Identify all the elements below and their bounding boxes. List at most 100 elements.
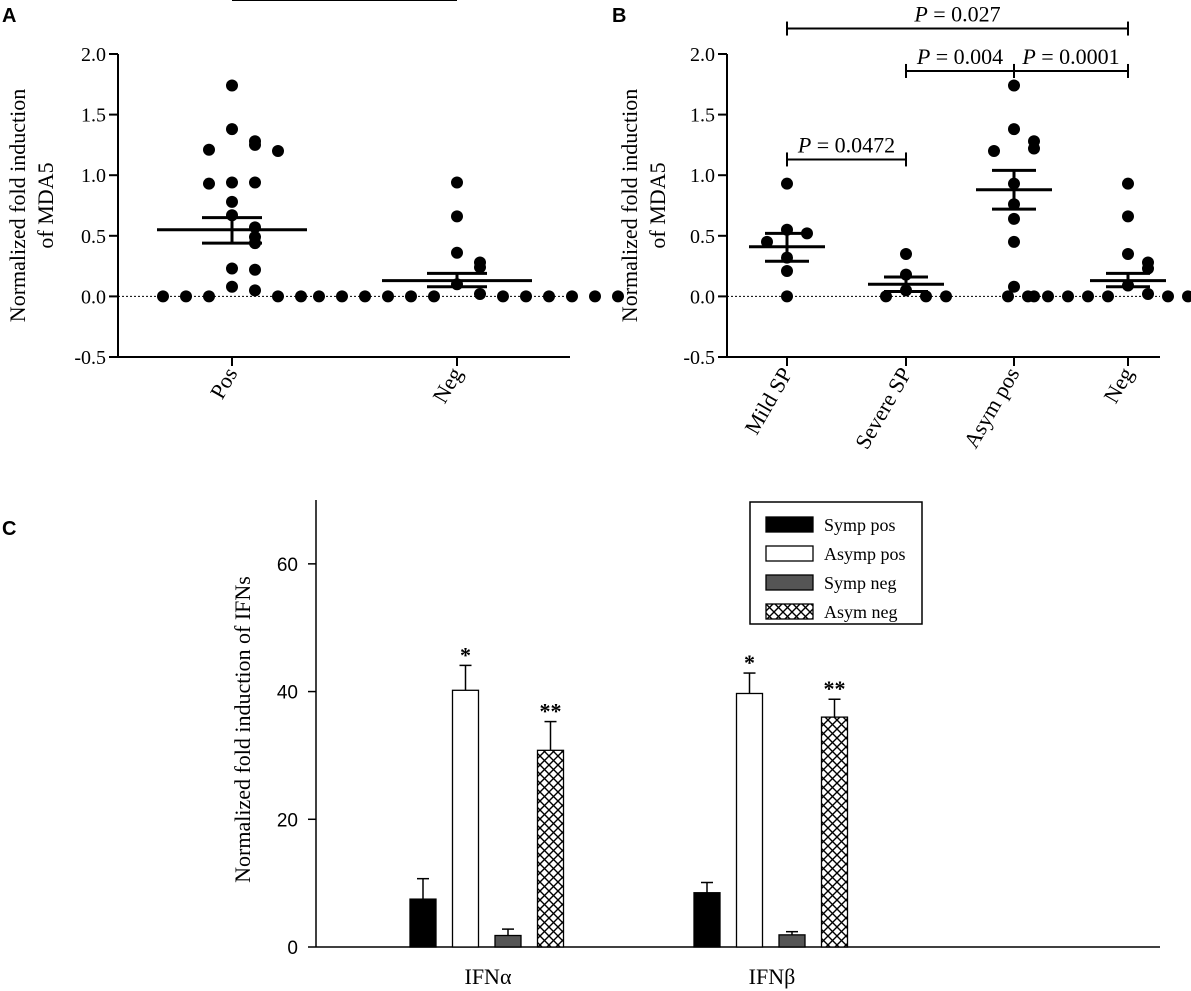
panel-label-a: A — [2, 5, 16, 27]
x-category-label-ifn: IFNβ — [749, 964, 796, 989]
data-point-severe-sp — [880, 290, 892, 303]
y-tick-label: 20 — [277, 810, 298, 831]
data-point-neg — [382, 290, 394, 303]
data-point-neg — [543, 290, 555, 303]
x-tick-label-neg: Neg — [427, 363, 467, 407]
data-point-pos — [226, 195, 238, 208]
p-value-label: P = 0.027 — [913, 2, 1000, 27]
p-value-label: P = 0.004 — [916, 44, 1003, 69]
panel-label-b: B — [612, 5, 626, 27]
legend-swatch-asym-neg — [765, 603, 814, 620]
y-tick-label: -0.5 — [683, 347, 715, 369]
y-tick-label: 1.0 — [690, 165, 715, 187]
chart-b: -0.5 0.0 0.5 1.0 1.5 2.0 Normalized fold induc… — [617, 2, 1191, 453]
data-point-neg — [1002, 290, 1014, 303]
chart-c: 0 20 40 60 Normalized fold induction of IFNs… — [230, 500, 1160, 989]
bar-asym-neg — [820, 716, 849, 948]
data-point-neg — [336, 290, 348, 303]
data-point-pos — [203, 177, 215, 190]
data-point-mild-sp — [781, 177, 793, 190]
y-tick-label: 0.0 — [81, 286, 106, 308]
significance-mark-asymp-pos: * — [460, 642, 471, 667]
x-tick-label-severe-sp: Severe SP — [850, 363, 917, 453]
y-tick-label: 1.5 — [81, 105, 106, 127]
data-point-pos — [249, 138, 261, 151]
data-point-asym-pos — [1008, 79, 1020, 92]
data-point-pos — [180, 290, 192, 303]
y-tick-label: 0 — [287, 938, 298, 959]
data-point-pos — [272, 290, 284, 303]
y-tick-label: 0.5 — [690, 226, 715, 248]
bar-asymp-pos — [735, 692, 764, 948]
data-point-neg — [1142, 287, 1154, 300]
data-point-mild-sp — [781, 264, 793, 277]
data-point-neg — [589, 290, 601, 303]
y-tick-label: 40 — [277, 683, 298, 704]
data-point-mild-sp — [781, 290, 793, 303]
data-point-pos — [249, 263, 261, 276]
y-tick-label: 1.0 — [81, 165, 106, 187]
y-tick-label: 0.5 — [81, 226, 106, 248]
data-point-severe-sp — [920, 290, 932, 303]
data-point-pos — [272, 144, 284, 157]
data-point-neg — [1102, 290, 1114, 303]
data-point-neg — [1182, 290, 1191, 303]
data-point-pos — [295, 290, 307, 303]
data-point-asym-pos — [1008, 235, 1020, 248]
data-point-neg — [428, 290, 440, 303]
y-tick-label: -0.5 — [74, 347, 106, 369]
significance-mark-asym-neg: ** — [824, 676, 846, 701]
data-point-pos — [226, 176, 238, 189]
y-tick-label: 1.5 — [690, 105, 715, 127]
data-point-neg — [474, 261, 486, 274]
data-point-mild-sp — [761, 235, 773, 248]
data-point-pos — [157, 290, 169, 303]
data-point-asym-pos — [1008, 280, 1020, 293]
y-tick-label: 0.0 — [690, 286, 715, 308]
bar-asym-neg — [536, 749, 565, 948]
data-point-neg — [405, 290, 417, 303]
data-point-neg — [1042, 290, 1054, 303]
data-point-pos — [226, 79, 238, 92]
data-point-neg — [359, 290, 371, 303]
data-point-pos — [249, 176, 261, 189]
x-category-label-ifn: IFNα — [465, 964, 512, 989]
data-point-neg — [474, 287, 486, 300]
data-point-asym-pos — [1008, 212, 1020, 225]
legend-label-symp-pos: Symp pos — [824, 515, 896, 535]
panel-label-c: C — [2, 518, 16, 540]
bar-symp-pos — [409, 898, 437, 948]
bar-symp-neg — [494, 934, 522, 948]
legend-label-symp-neg: Symp neg — [824, 573, 897, 593]
significance-mark-asym-neg: ** — [540, 699, 562, 724]
data-point-neg — [451, 210, 463, 223]
data-point-pos — [226, 280, 238, 293]
data-point-neg — [612, 290, 624, 303]
y-tick-label: 2.0 — [81, 44, 106, 66]
data-point-neg — [1162, 290, 1174, 303]
p-value-label: P = 0.002 — [300, 0, 387, 5]
data-point-neg — [520, 290, 532, 303]
data-point-neg — [1122, 210, 1134, 223]
legend-swatch-symp-pos — [765, 516, 814, 533]
data-point-neg — [451, 246, 463, 259]
y-axis-title-line2: of MDA5 — [33, 162, 58, 248]
y-axis-title-line1: Normalized fold induction — [5, 89, 30, 322]
data-point-pos — [226, 123, 238, 136]
data-point-neg — [1142, 262, 1154, 275]
legend-label-asym-neg: Asym neg — [824, 602, 898, 622]
data-point-neg — [1082, 290, 1094, 303]
bar-symp-pos — [693, 892, 721, 948]
data-point-asym-pos — [1028, 142, 1040, 155]
data-point-neg — [1122, 177, 1134, 190]
legend-swatch-asymp-pos — [765, 545, 814, 562]
significance-mark-asymp-pos: * — [744, 650, 755, 675]
y-axis-title: Normalized fold induction of IFNs — [230, 576, 255, 883]
data-point-pos — [203, 290, 215, 303]
x-tick-label-pos: Pos — [205, 363, 243, 403]
data-point-severe-sp — [900, 247, 912, 260]
legend-label-asymp-pos: Asymp pos — [824, 544, 906, 564]
x-tick-label-asym-pos: Asym pos — [958, 363, 1024, 452]
y-axis-title-line2: of MDA5 — [645, 162, 670, 248]
